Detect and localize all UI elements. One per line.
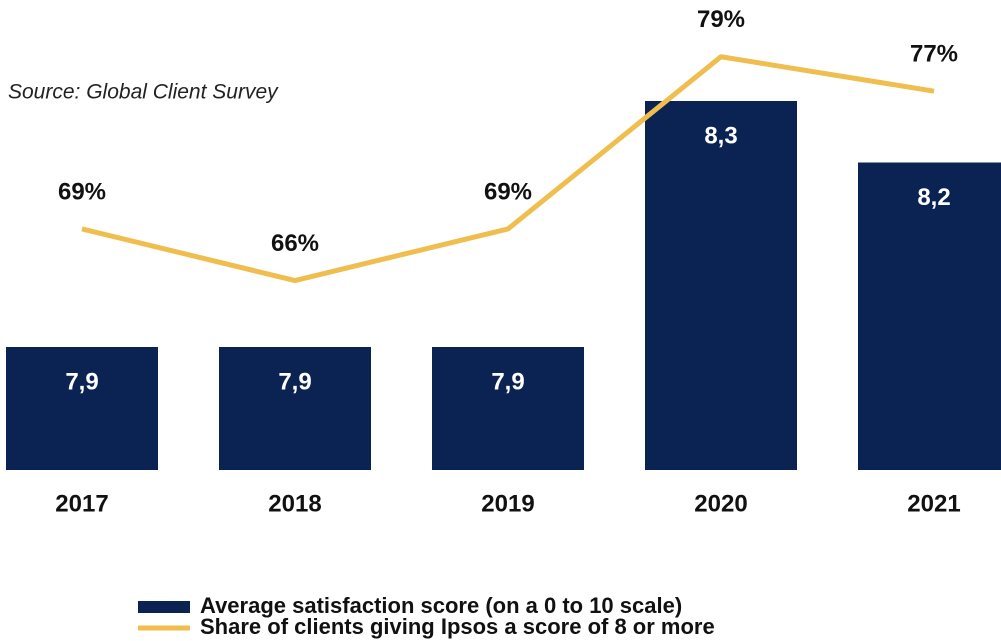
line	[81, 54, 935, 284]
x-tick-label: 2020	[694, 490, 747, 517]
legend-label: Average satisfaction score (on a 0 to 10…	[200, 593, 682, 618]
x-tick-label: 2017	[55, 490, 108, 517]
source: Source: Global Client Survey	[8, 81, 279, 104]
bar	[858, 162, 1001, 470]
line-value-label: 69%	[58, 178, 106, 205]
x-tick-label: 2021	[907, 490, 960, 517]
bar	[432, 347, 584, 470]
line-value-label: 69%	[484, 178, 532, 205]
bar-value-label: 7,9	[65, 368, 98, 395]
line-value-label: 77%	[910, 41, 958, 68]
line-value-label: 79%	[697, 6, 745, 33]
x-tick-label: 2019	[481, 490, 534, 517]
bar-value-label: 7,9	[278, 368, 311, 395]
x-tick-label: 2018	[268, 490, 321, 517]
bar-value-label: 8,3	[704, 122, 737, 149]
bar-value-label: 7,9	[491, 368, 524, 395]
bar-value-label: 8,2	[917, 184, 950, 211]
bar	[6, 347, 158, 470]
bar	[219, 347, 371, 470]
legend-swatch	[138, 601, 190, 613]
line-value-label: 66%	[271, 230, 319, 257]
legend-label: Share of clients giving Ipsos a score of…	[200, 614, 715, 639]
bar	[645, 101, 797, 470]
